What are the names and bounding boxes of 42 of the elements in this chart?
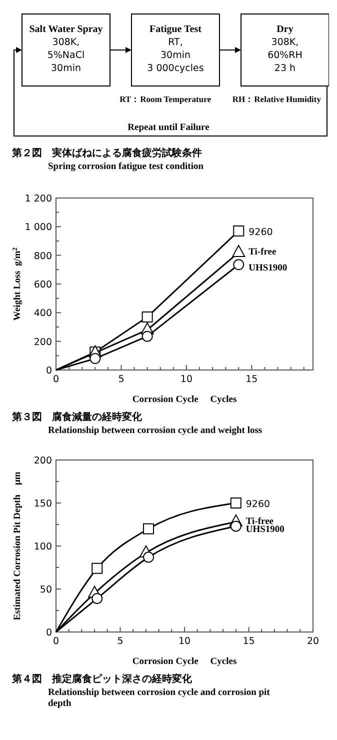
x-tick-label: 20: [306, 636, 320, 647]
y-tick-label: 0: [46, 366, 52, 376]
y-tick-label: 0: [46, 628, 52, 638]
text: Repeat until Failure: [128, 123, 210, 133]
series-label: Ti-free: [246, 516, 274, 527]
y-tick-label: 800: [34, 250, 52, 262]
x-tick-label: 0: [52, 636, 60, 647]
category-label: Dry 308K, 60%RH 23 h: [268, 24, 302, 74]
text: Spring corrosion fatigue test condition: [48, 162, 204, 172]
y-tick-label: 150: [34, 498, 52, 510]
text: 第３図 腐食減量の経時変化: [11, 411, 143, 423]
series-label: UHS1900: [246, 525, 285, 536]
series-label: UHS1900: [248, 264, 288, 274]
text: RT：Room Temperature: [120, 94, 212, 104]
x-tick-label: 5: [118, 374, 124, 385]
x-axis-title: Corrosion Cycle Cycles: [132, 395, 237, 405]
text: 第２図 実体ばねによる腐食疲労試験条件: [11, 147, 202, 159]
text: 第４図 推定腐食ピット深さの経時変化: [11, 673, 193, 685]
y-tick-label: 1 000: [24, 222, 52, 234]
y-tick-label: 100: [34, 542, 52, 552]
x-axis-title: Corrosion Cycle Cycles: [132, 657, 237, 667]
y-tick-label: 200: [34, 336, 52, 348]
x-tick-label: 10: [178, 636, 191, 647]
y-tick-label: 1 200: [24, 194, 52, 204]
category-label: Fatigue Test RT, 30min 3 000cycles: [147, 24, 204, 74]
category-label: Salt Water Spray 308K, 5%NaCl 30min: [29, 24, 103, 74]
x-tick-label: 10: [180, 374, 193, 385]
series-label: 9260: [248, 226, 273, 238]
series-label: 9260: [246, 499, 270, 510]
y-axis-title: Estimated Corrosion Pit Depth μm: [13, 472, 23, 620]
y-tick-label: 50: [40, 584, 52, 596]
x-tick-label: 15: [242, 636, 255, 647]
y-tick-label: 600: [34, 280, 52, 290]
x-tick-label: 0: [52, 374, 60, 385]
x-tick-label: 15: [246, 374, 258, 385]
text: RH：Relative Humidity: [232, 94, 322, 104]
series-label: Ti-free: [248, 247, 276, 258]
text: Relationship between corrosion cycle and corrosion pit depth: [48, 688, 271, 709]
x-tick-label: 5: [117, 636, 124, 647]
y-tick-label: 200: [34, 456, 52, 466]
text: Relationship between corrosion cycle and weight loss: [48, 426, 262, 436]
y-tick-label: 400: [34, 308, 52, 320]
